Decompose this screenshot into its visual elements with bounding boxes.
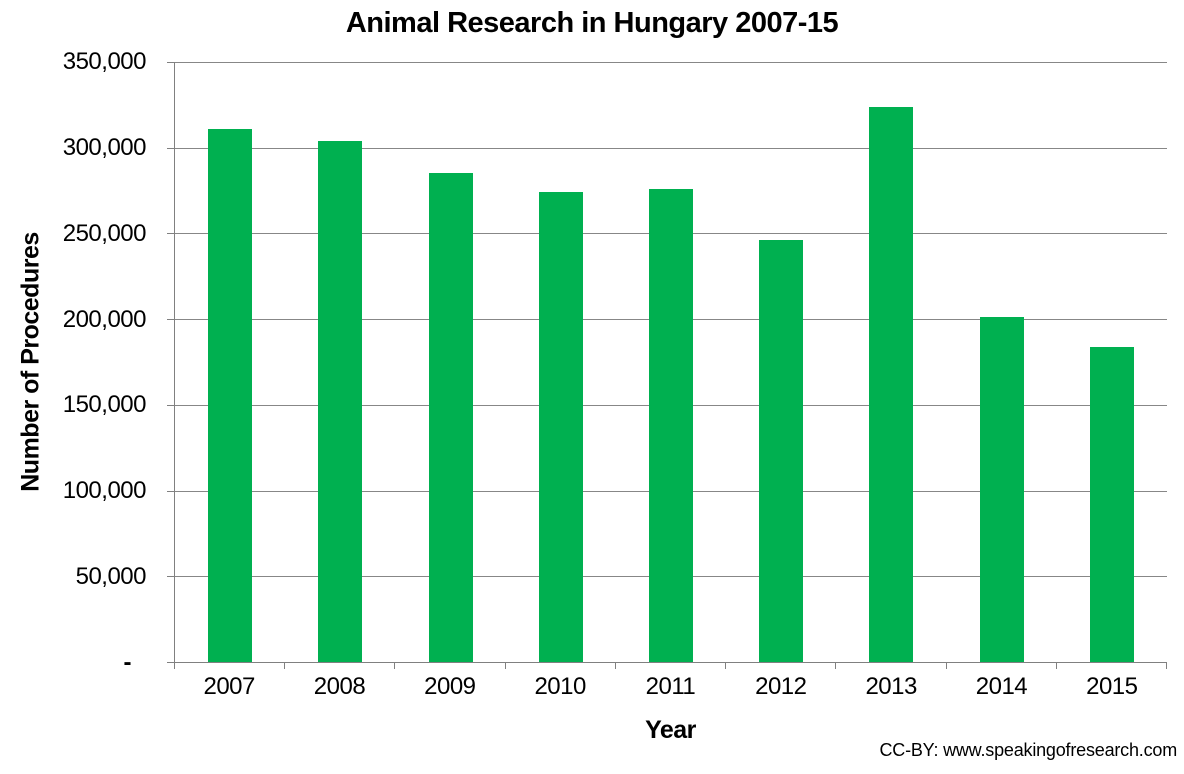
x-tick-label: 2013 bbox=[865, 673, 917, 700]
y-tick-label: 150,000 bbox=[62, 391, 147, 419]
bar-2012 bbox=[759, 240, 804, 662]
x-axis-tick bbox=[614, 662, 616, 669]
y-axis-tick bbox=[167, 147, 175, 149]
bar-2009 bbox=[428, 173, 473, 662]
x-tick-label: 2012 bbox=[755, 673, 807, 700]
x-axis-tick-labels: 2007 2008 2009 2010 2011 2012 2013 2014 2015 bbox=[174, 673, 1167, 701]
chart-title: Animal Research in Hungary 2007-15 bbox=[345, 7, 839, 39]
bar-2011 bbox=[649, 188, 693, 662]
y-axis-tick bbox=[167, 662, 175, 663]
y-axis-tick bbox=[167, 319, 175, 321]
y-tick-label: 350,000 bbox=[62, 48, 147, 75]
x-axis-tick bbox=[725, 662, 727, 669]
gridline bbox=[175, 147, 1167, 149]
y-tick-label: - bbox=[123, 649, 132, 676]
y-axis-tick bbox=[167, 233, 175, 235]
bar-2013 bbox=[869, 106, 914, 662]
x-axis-tick bbox=[394, 662, 396, 669]
plot-area bbox=[167, 62, 1167, 669]
x-axis-tick bbox=[174, 662, 175, 669]
x-tick-label: 2009 bbox=[424, 673, 476, 700]
x-tick-label: 2007 bbox=[203, 673, 255, 700]
attribution-text: CC-BY: www.speakingofresearch.com bbox=[879, 740, 1177, 760]
y-tick-label: 100,000 bbox=[62, 477, 147, 505]
y-tick-label: 50,000 bbox=[75, 563, 147, 591]
bar-2010 bbox=[538, 192, 583, 662]
x-axis-tick bbox=[1055, 662, 1057, 669]
y-axis-tick-labels: - 50,000 100,000 150,000 200,000 250,000 300,0… bbox=[0, 49, 152, 676]
y-axis-tick bbox=[167, 490, 175, 492]
x-tick-label: 2015 bbox=[1086, 673, 1138, 700]
y-tick-label: 300,000 bbox=[62, 133, 147, 161]
x-axis-tick bbox=[504, 662, 506, 669]
x-axis-tick bbox=[1166, 662, 1167, 669]
x-tick-label: 2008 bbox=[313, 673, 366, 700]
y-tick-label: 250,000 bbox=[62, 219, 147, 247]
bar-2007 bbox=[208, 128, 253, 662]
x-tick-label: 2011 bbox=[645, 673, 696, 700]
x-axis-tick bbox=[835, 662, 837, 669]
x-tick-label: 2010 bbox=[534, 673, 586, 700]
x-axis-tick bbox=[945, 662, 947, 669]
x-tick-label: 2014 bbox=[975, 673, 1028, 700]
bar-2014 bbox=[979, 317, 1024, 662]
y-axis-tick bbox=[167, 576, 175, 578]
y-axis-tick bbox=[167, 62, 175, 63]
bar-2015 bbox=[1089, 346, 1134, 662]
x-axis-tick bbox=[284, 662, 286, 669]
gridline bbox=[175, 62, 1167, 63]
y-tick-label: 200,000 bbox=[62, 305, 147, 333]
x-axis-title: Year bbox=[645, 716, 696, 744]
y-axis-tick bbox=[167, 404, 175, 406]
bar-2008 bbox=[318, 140, 363, 662]
